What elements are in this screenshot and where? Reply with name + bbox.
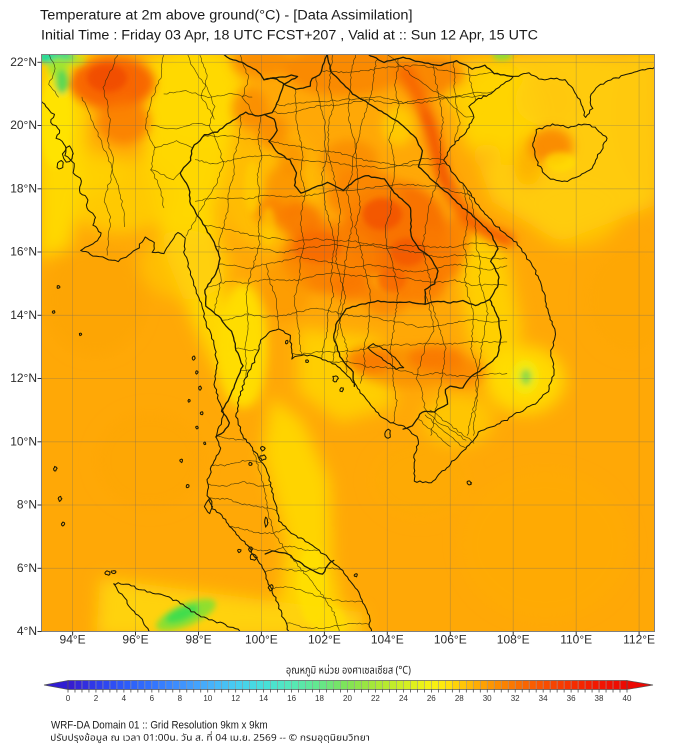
svg-text:110°E: 110°E	[560, 633, 592, 647]
svg-text:22°N: 22°N	[10, 55, 37, 69]
svg-text:14: 14	[259, 694, 268, 703]
svg-text:24: 24	[399, 694, 408, 703]
svg-text:112°E: 112°E	[623, 633, 655, 647]
svg-text:102°E: 102°E	[308, 633, 341, 647]
svg-text:10: 10	[203, 694, 212, 703]
svg-text:6°N: 6°N	[17, 561, 37, 575]
svg-text:28: 28	[455, 694, 464, 703]
svg-text:96°E: 96°E	[122, 633, 148, 647]
svg-text:94°E: 94°E	[60, 633, 86, 647]
svg-text:40: 40	[623, 694, 632, 703]
svg-text:0: 0	[66, 694, 71, 703]
svg-text:30: 30	[483, 694, 492, 703]
svg-text:2: 2	[94, 694, 99, 703]
svg-text:4°N: 4°N	[17, 624, 37, 638]
svg-text:16: 16	[287, 694, 296, 703]
svg-text:38: 38	[595, 694, 604, 703]
svg-text:10°N: 10°N	[10, 434, 37, 448]
svg-text:12: 12	[231, 694, 240, 703]
svg-text:18°N: 18°N	[10, 181, 37, 195]
svg-text:14°N: 14°N	[10, 308, 37, 322]
svg-text:20: 20	[343, 694, 352, 703]
svg-text:34: 34	[539, 694, 548, 703]
svg-text:16°N: 16°N	[10, 245, 37, 259]
svg-text:20°N: 20°N	[10, 118, 37, 132]
svg-text:98°E: 98°E	[185, 633, 211, 647]
svg-text:8: 8	[178, 694, 183, 703]
svg-text:36: 36	[567, 694, 576, 703]
svg-text:Temperature at 2m above ground: Temperature at 2m above ground(°C) - [Da…	[40, 7, 413, 23]
svg-text:12°N: 12°N	[10, 371, 37, 385]
svg-text:100°E: 100°E	[245, 633, 278, 647]
svg-text:Initial Time : Friday 03 Apr,: Initial Time : Friday 03 Apr, 18 UTC FCS…	[41, 27, 538, 43]
svg-text:108°E: 108°E	[497, 633, 530, 647]
svg-text:4: 4	[122, 694, 127, 703]
svg-text:18: 18	[315, 694, 324, 703]
svg-text:106°E: 106°E	[434, 633, 467, 647]
svg-text:22: 22	[371, 694, 380, 703]
svg-text:8°N: 8°N	[17, 498, 37, 512]
svg-text:104°E: 104°E	[371, 633, 404, 647]
svg-text:26: 26	[427, 694, 436, 703]
svg-text:6: 6	[150, 694, 155, 703]
svg-text:32: 32	[511, 694, 520, 703]
svg-text:WRF-DA Domain 01 :: Grid Resol: WRF-DA Domain 01 :: Grid Resolution 9km …	[51, 719, 268, 731]
